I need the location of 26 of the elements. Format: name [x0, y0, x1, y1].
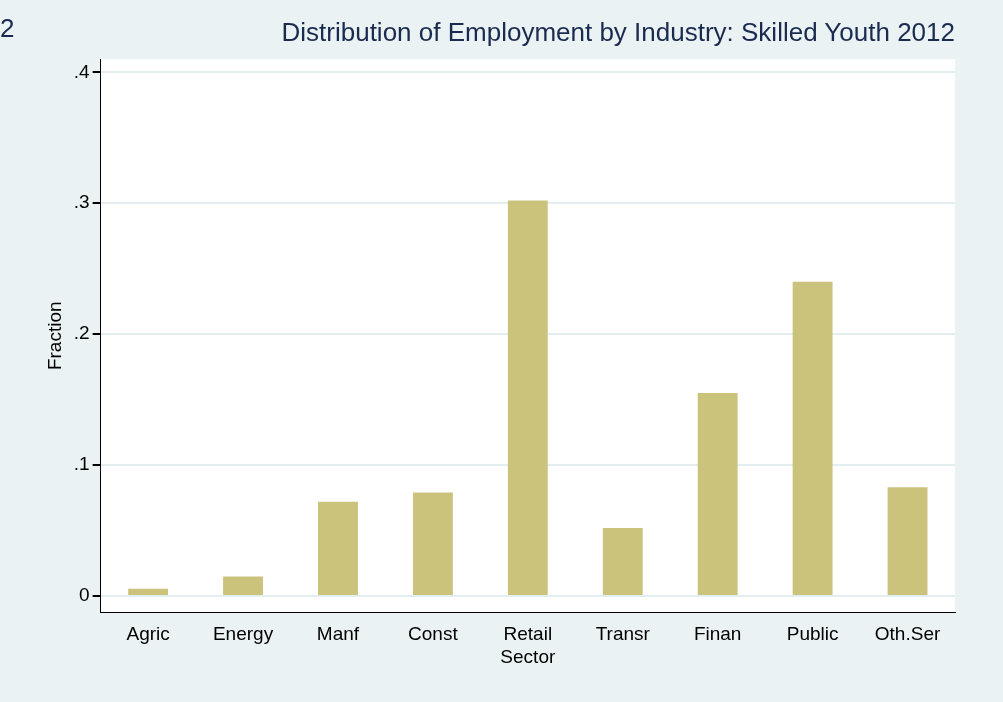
x-tick-label: Public — [786, 623, 839, 645]
bar — [412, 492, 453, 596]
bar — [128, 588, 169, 596]
text: 2 — [0, 13, 15, 44]
y-axis-title: Fraction — [43, 301, 65, 371]
x-tick-label: Agric — [126, 623, 170, 645]
x-tick-label: Manf — [316, 623, 360, 645]
y-tick-label: .1 — [73, 453, 90, 475]
chart-title: Distribution of Employment by Industry: Skilled Youth 2012 — [281, 16, 955, 47]
bar — [223, 576, 263, 596]
bar — [507, 200, 548, 596]
x-tick-label: Finan — [693, 623, 742, 645]
x-tick-label: Energy — [212, 623, 274, 645]
y-tick-label: .3 — [73, 191, 90, 213]
y-tick-label: .4 — [73, 60, 91, 82]
bar — [792, 281, 833, 596]
bar — [602, 527, 643, 596]
y-tick-label: .2 — [73, 322, 90, 344]
bar — [318, 501, 358, 596]
x-tick-label: Oth.Ser — [874, 623, 941, 645]
bar — [887, 487, 928, 596]
bar — [697, 393, 738, 596]
x-tick-label: Retail Sector — [500, 623, 556, 667]
x-tick-label: Transr — [595, 623, 651, 645]
y-tick-label: 0 — [79, 584, 90, 606]
x-tick-label: Const — [408, 623, 459, 645]
